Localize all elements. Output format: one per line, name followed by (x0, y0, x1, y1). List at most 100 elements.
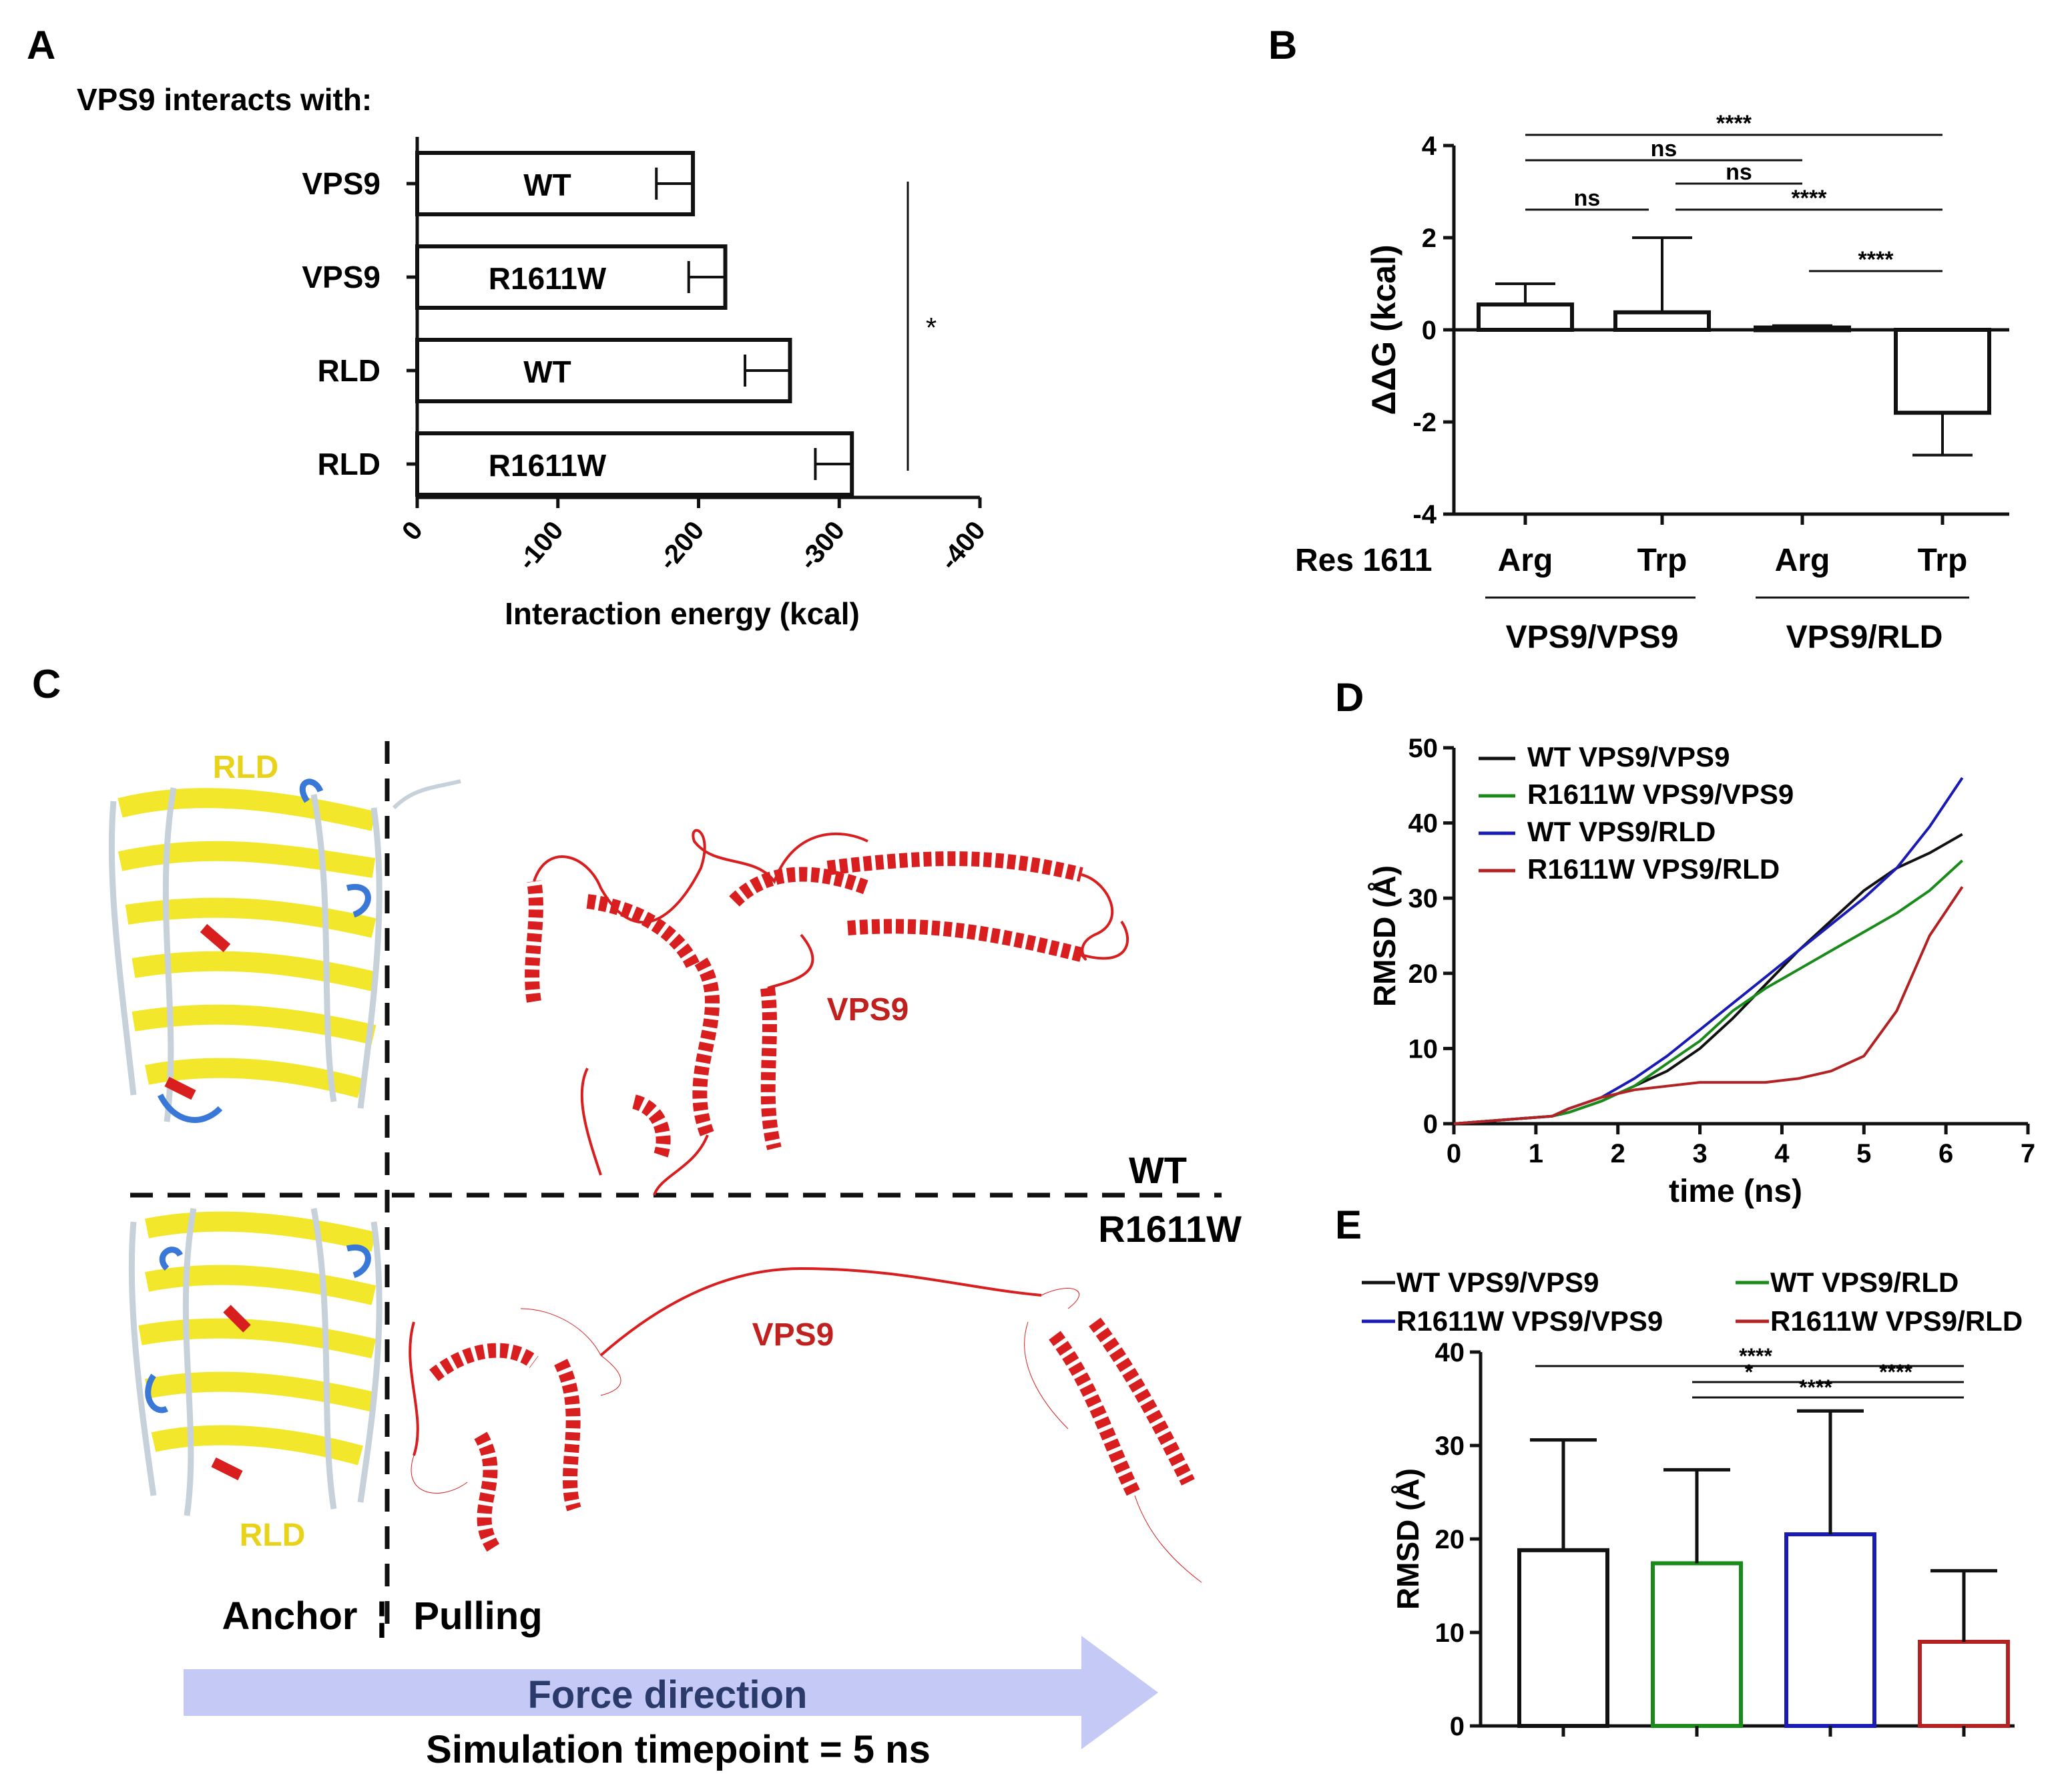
chart-d: 50 40 30 20 10 00 1 2 3 4 5 6 7 time (ns) RMSD (Å) WT V… (1367, 734, 2035, 1209)
y-tick-label: -4 (1412, 500, 1437, 529)
bar (415, 431, 854, 497)
panel-label-c: C (32, 662, 61, 706)
group-label: VPS9/RLD (1786, 620, 1943, 655)
chart-a: VPS9 interacts with: 0 -100 -200 -300 -400 VPS… (77, 82, 991, 631)
y-tick-label: 4 (1422, 132, 1437, 161)
category-label: RLD (317, 447, 380, 481)
significance-label: **** (1716, 111, 1752, 136)
timepoint-label: Simulation timepoint = 5 ns (426, 1728, 931, 1771)
legend-label: R1611W VPS9/VPS9 (1396, 1305, 1663, 1337)
bar (1894, 328, 1991, 415)
y-tick-label: -2 (1412, 408, 1437, 437)
significance-label: **** (1858, 247, 1894, 272)
row-label: Res 1611 (1295, 543, 1433, 578)
legend-label: R1611W VPS9/VPS9 (1527, 779, 1794, 810)
group-label: VPS9/VPS9 (1506, 620, 1679, 655)
bar (1651, 1561, 1743, 1728)
rld-label-top: RLD (213, 750, 279, 785)
bar-label: R1611W (489, 261, 607, 296)
vps9-label-top: VPS9 (827, 992, 909, 1028)
rld-structure-top (108, 779, 461, 1123)
bar (1784, 1532, 1876, 1728)
chart-title: VPS9 interacts with: (77, 82, 372, 117)
panel-label-b: B (1268, 23, 1297, 67)
bar (1918, 1640, 2010, 1728)
legend-label: R1611W VPS9/RLD (1770, 1305, 2023, 1337)
x-tick-label: 2 (1611, 1139, 1625, 1168)
bar (1754, 325, 1851, 332)
y-tick-label: 0 (1422, 316, 1437, 345)
x-tick-label: 0 (1447, 1139, 1461, 1168)
significance-label: ns (1726, 160, 1752, 185)
legend-label: WT VPS9/RLD (1527, 816, 1716, 847)
structure-panel: RLD VPS9 WT R1611W RLD VPS9 Anchor ¦ Pul… (108, 741, 1242, 1771)
y-tick-label: 0 (1423, 1110, 1438, 1139)
y-tick-label: 10 (1435, 1618, 1465, 1648)
significance-label: * (1745, 1360, 1754, 1384)
x-tick-label: -100 (512, 516, 569, 576)
force-direction-label: Force direction (528, 1673, 808, 1717)
wt-label: WT (1129, 1149, 1187, 1191)
y-tick-label: 0 (1450, 1712, 1465, 1741)
x-axis-label: time (ns) (1669, 1174, 1802, 1209)
x-tick-label: 6 (1938, 1139, 1953, 1168)
significance-label: **** (1792, 186, 1828, 211)
r1611w-label: R1611W (1098, 1208, 1242, 1250)
bar-label: WT (523, 168, 571, 202)
x-tick-label: -300 (794, 516, 850, 576)
chart-b: 4 2 0 -2 -4 ΔΔG (kcal) Arg Trp Arg Trp Res 1611 VPS… (1295, 111, 2009, 655)
category-label: RLD (317, 353, 380, 388)
bar-label: WT (523, 355, 571, 389)
x-tick-label: 5 (1856, 1139, 1871, 1168)
pulling-label: Pulling (413, 1594, 542, 1638)
y-tick-label: 40 (1435, 1338, 1465, 1367)
panel-label-a: A (27, 23, 55, 67)
y-tick-label: 50 (1408, 734, 1439, 763)
x-tick-label: 7 (2021, 1139, 2035, 1168)
y-tick-label: 10 (1408, 1034, 1439, 1064)
bar-label: R1611W (489, 448, 607, 483)
x-tick-label: -200 (653, 516, 710, 576)
category-label: VPS9 (302, 166, 380, 201)
y-tick-label: 30 (1435, 1431, 1465, 1461)
x-tick-label: 3 (1692, 1139, 1707, 1168)
y-axis-label: ΔΔG (kcal) (1365, 244, 1402, 415)
legend-label: WT VPS9/RLD (1770, 1267, 1959, 1298)
y-tick-label: 20 (1435, 1525, 1465, 1554)
y-tick-label: 2 (1422, 224, 1437, 253)
rld-label-bottom: RLD (240, 1518, 306, 1553)
divider-glyph: ¦ (376, 1594, 387, 1638)
bar (1613, 310, 1711, 332)
series-line (1453, 886, 1964, 1125)
vps9-structure-top (525, 829, 1129, 1196)
significance-label: **** (1799, 1375, 1832, 1399)
panel-label-e: E (1335, 1202, 1362, 1247)
significance-label: **** (1739, 1344, 1772, 1368)
legend-label: R1611W VPS9/RLD (1527, 853, 1780, 885)
bar (415, 338, 792, 403)
vps9-structure-bottom (409, 1267, 1202, 1583)
legend-label: WT VPS9/VPS9 (1527, 741, 1730, 772)
vps9-label-bottom: VPS9 (752, 1317, 834, 1353)
category-label: Arg (1498, 543, 1553, 578)
y-tick-label: 30 (1408, 884, 1439, 913)
y-axis-label: RMSD (Å) (1390, 1468, 1425, 1610)
legend-label: WT VPS9/VPS9 (1396, 1267, 1599, 1298)
anchor-label: Anchor (222, 1594, 358, 1638)
rld-structure-bottom (128, 1208, 382, 1516)
x-axis-label: Interaction energy (kcal) (505, 596, 860, 631)
y-tick-label: 40 (1408, 809, 1439, 839)
x-tick-label: 4 (1774, 1139, 1790, 1168)
y-tick-label: 20 (1408, 959, 1439, 989)
series-line (1453, 859, 1964, 1125)
bar (1477, 302, 1574, 332)
x-tick-label: 1 (1529, 1139, 1543, 1168)
category-label: Trp (1918, 543, 1968, 578)
significance-marker: * (926, 312, 937, 343)
x-tick-label: -400 (935, 516, 991, 576)
significance-label: **** (1879, 1360, 1912, 1384)
category-label: VPS9 (302, 260, 380, 294)
y-axis-label: RMSD (Å) (1367, 865, 1402, 1007)
significance-label: ns (1574, 186, 1601, 211)
